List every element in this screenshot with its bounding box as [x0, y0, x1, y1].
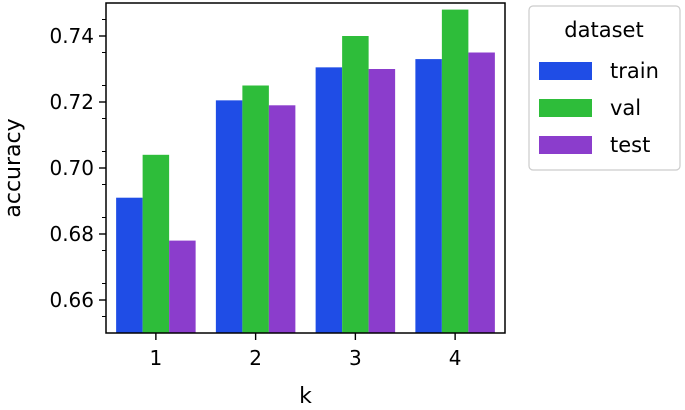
legend-swatch-val — [539, 99, 592, 117]
bar-train-k2 — [215, 100, 243, 333]
bar-test-k1 — [169, 240, 196, 333]
bar-train-k4 — [415, 59, 442, 333]
x-tick-label: 2 — [249, 346, 262, 370]
legend-title: dataset — [564, 18, 643, 42]
bar-test-k2 — [268, 105, 296, 333]
x-tick-label: 3 — [349, 346, 362, 370]
bar-val-k3 — [342, 36, 369, 333]
bar-train-k1 — [116, 197, 143, 333]
y-tick-label: 0.70 — [49, 156, 94, 180]
y-tick-label: 0.66 — [49, 288, 94, 312]
legend-box — [528, 5, 681, 171]
x-axis: 1 2 3 4 — [150, 333, 462, 370]
bars-group — [116, 9, 495, 333]
legend-label-val: val — [610, 96, 641, 120]
y-axis-label: accuracy — [1, 118, 26, 217]
legend-swatch-test — [539, 136, 592, 154]
y-axis: 0.66 0.68 0.70 0.72 0.74 — [49, 19, 106, 317]
x-tick-label: 1 — [150, 346, 163, 370]
bar-val-k1 — [142, 154, 170, 333]
y-tick-label: 0.72 — [49, 90, 94, 114]
legend-items: train val test — [539, 59, 659, 157]
legend-swatch-train — [539, 62, 592, 80]
bar-val-k4 — [441, 9, 469, 333]
bar-val-k2 — [242, 85, 269, 333]
bar-test-k3 — [368, 69, 396, 333]
bar-train-k3 — [315, 67, 343, 333]
legend-label-train: train — [610, 59, 659, 83]
y-tick-label: 0.68 — [49, 222, 94, 246]
legend: dataset train val test — [528, 5, 681, 171]
plot-frame — [105, 2, 506, 334]
y-tick-label: 0.74 — [49, 24, 94, 48]
bar-test-k4 — [468, 52, 495, 333]
x-tick-label: 4 — [449, 346, 462, 370]
legend-label-test: test — [610, 133, 650, 157]
x-axis-label: k — [299, 384, 312, 409]
